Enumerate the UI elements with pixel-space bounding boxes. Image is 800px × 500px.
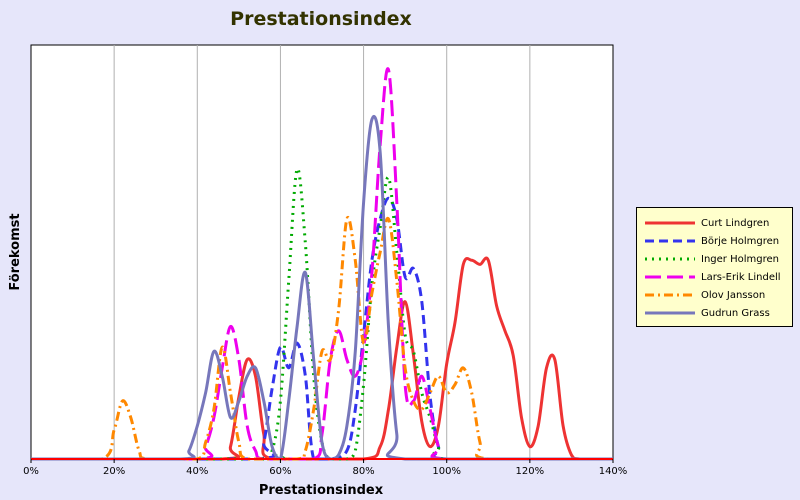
- legend-label: Olov Jansson: [701, 289, 766, 301]
- chart-title: Prestationsindex: [230, 8, 412, 30]
- x-tick-label: 80%: [352, 466, 374, 477]
- x-tick-label: 60%: [269, 466, 291, 477]
- legend-swatch: [645, 257, 695, 261]
- x-axis-label: Prestationsindex: [259, 483, 384, 498]
- legend-swatch: [645, 275, 695, 279]
- series-line-5: [31, 114, 613, 461]
- legend-label: Gudrun Grass: [701, 307, 770, 319]
- legend-item: Curt Lindgren: [637, 214, 792, 232]
- legend-item: Börje Holmgren: [637, 232, 792, 250]
- series-line-3: [31, 67, 613, 461]
- x-tick-label: 40%: [186, 466, 208, 477]
- x-tick-label: 120%: [516, 466, 545, 477]
- legend-item: Gudrun Grass: [637, 304, 792, 322]
- legend-swatch: [645, 311, 695, 315]
- legend-swatch: [645, 221, 695, 225]
- legend-swatch: [645, 293, 695, 297]
- legend-label: Lars-Erik Lindell: [701, 271, 781, 283]
- legend-label: Curt Lindgren: [701, 217, 770, 229]
- x-tick-label: 20%: [103, 466, 125, 477]
- legend-item: Inger Holmgren: [637, 250, 792, 268]
- x-tick-label: 100%: [432, 466, 461, 477]
- legend-swatch: [645, 239, 695, 243]
- x-tick-label: 140%: [599, 466, 628, 477]
- legend-item: Olov Jansson: [637, 286, 792, 304]
- legend-item: Lars-Erik Lindell: [637, 268, 792, 286]
- series-line-0: [31, 256, 613, 461]
- legend-label: Börje Holmgren: [701, 235, 780, 247]
- x-tick-label: 0%: [23, 466, 39, 477]
- series-line-1: [31, 196, 613, 461]
- legend: Curt Lindgren Börje Holmgren Inger Holmgre…: [636, 207, 793, 327]
- y-axis-label: Förekomst: [8, 213, 23, 290]
- legend-label: Inger Holmgren: [701, 253, 779, 265]
- plot-area: [30, 44, 614, 460]
